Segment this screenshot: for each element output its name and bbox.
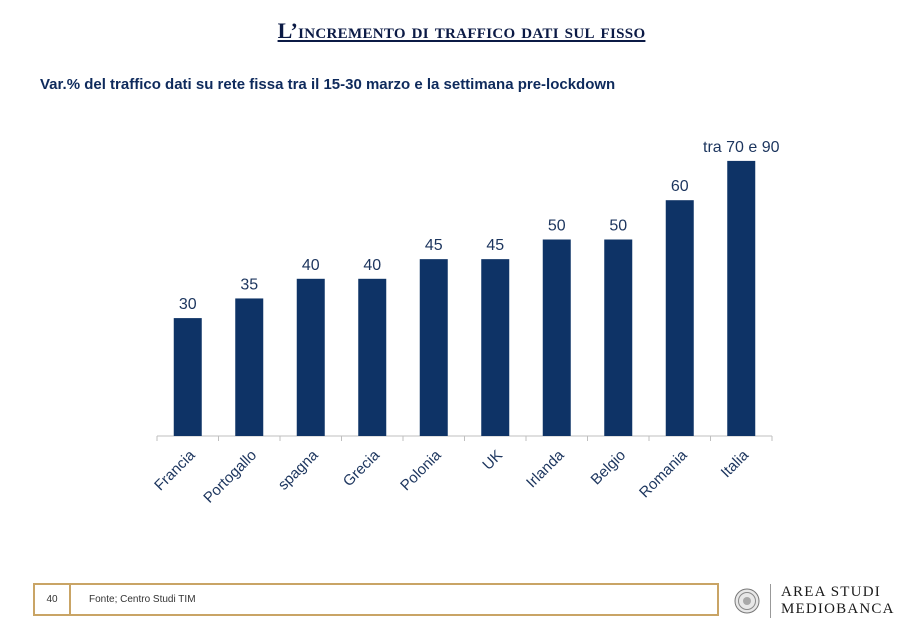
seal-icon [734, 588, 760, 614]
data-label: 45 [425, 237, 443, 254]
slide-title: L’incremento di traffico dati sul fisso [277, 18, 646, 43]
bar-spagna [296, 278, 325, 436]
category-label: spagna [275, 446, 322, 493]
category-label: Belgio [588, 447, 630, 489]
data-label: 60 [671, 178, 689, 195]
data-label: 45 [486, 237, 504, 254]
logo-line-2: MEDIOBANCA [781, 601, 895, 617]
mediobanca-logo: AREA STUDI MEDIOBANCA [734, 583, 895, 619]
logo-text: AREA STUDI MEDIOBANCA [781, 584, 895, 618]
logo-line-1: AREA STUDI [781, 584, 881, 600]
chart-subtitle: Var.% del traffico dati su rete fissa tr… [40, 76, 616, 93]
footer-box: 40 Fonte; Centro Studi TIM [33, 583, 719, 616]
category-label: Irlanda [523, 446, 568, 491]
category-label: Francia [151, 446, 199, 494]
data-label: 50 [548, 218, 566, 235]
bar-chart: 30 Francia 35 Portogallo 40 spagna 40 Grecia 45 P… [151, 139, 780, 507]
bar-romania [665, 200, 694, 436]
data-label: 50 [609, 218, 627, 235]
bar-francia [173, 318, 202, 436]
data-label: tra 70 e 90 [703, 139, 780, 156]
source-note: Fonte; Centro Studi TIM [89, 594, 196, 605]
data-label: 30 [179, 296, 197, 313]
bar-uk [481, 259, 510, 436]
category-label: Grecia [340, 446, 384, 490]
bar-italia [727, 160, 756, 436]
category-label: Polonia [397, 446, 445, 494]
category-label: Romania [636, 446, 691, 501]
data-label: 40 [363, 257, 381, 274]
category-label: UK [479, 447, 506, 474]
bar-grecia [358, 278, 387, 436]
logo-divider [770, 584, 771, 618]
data-label: 35 [240, 276, 258, 293]
bar-portogallo [235, 298, 264, 436]
page-number: 40 [35, 585, 71, 614]
bar-belgio [604, 239, 633, 436]
category-label: Italia [718, 446, 753, 481]
bar-polonia [419, 259, 448, 436]
category-label: Portogallo [200, 447, 260, 507]
bar-irlanda [542, 239, 571, 436]
data-label: 40 [302, 257, 320, 274]
